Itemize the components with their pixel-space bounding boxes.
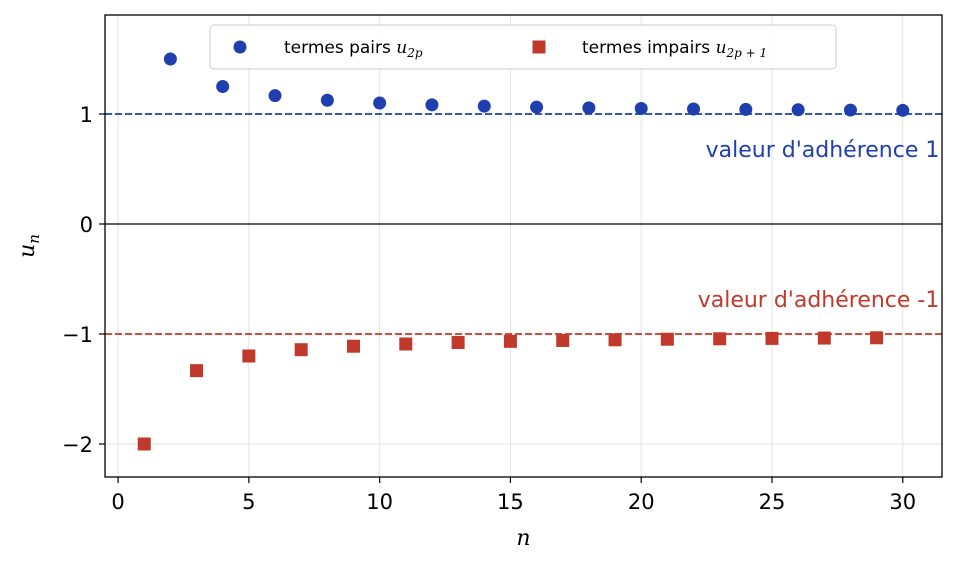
point-even [843,103,857,117]
y-axis-label: un [15,234,43,258]
point-odd [451,335,465,349]
x-ticks: 0 5 10 15 20 25 30 [111,477,916,514]
point-even [268,89,282,103]
point-odd [399,337,413,351]
point-even [425,98,439,112]
point-odd [346,339,360,353]
x-tick-label: 0 [111,490,124,514]
point-even [373,96,387,110]
point-even [530,100,544,114]
plot-frame [104,14,943,478]
legend-label: termes pairs u2p [284,38,423,60]
point-even [216,80,230,93]
point-even [634,102,648,115]
y-tick-label: 1 [80,103,93,127]
point-even [582,101,596,115]
x-tick-label: 20 [628,490,655,514]
legend-marker-odd [532,40,546,54]
x-tick-label: 30 [889,490,916,514]
point-odd [817,331,831,345]
point-odd [137,437,151,451]
annotation: valeur d'adhérence 1 [706,138,940,163]
point-even [791,103,805,117]
y-tick-label: 0 [80,213,93,237]
point-odd [870,331,884,345]
annotations: valeur d'adhérence 1 valeur d'adhérence -… [698,138,940,313]
point-odd [765,331,779,345]
point-even [320,93,334,107]
x-axis-label: n [516,526,530,551]
point-even [739,102,753,116]
y-tick-label: −1 [62,323,93,347]
point-odd [190,364,204,378]
point-even [687,102,701,116]
point-odd [294,343,308,357]
point-odd [242,349,256,363]
legend-box [209,24,837,70]
reference-lines [105,113,942,335]
data-points [137,52,910,451]
point-odd [556,333,570,347]
x-tick-label: 15 [497,490,524,514]
point-even [477,99,491,113]
x-tick-label: 5 [242,490,255,514]
annotation: valeur d'adhérence -1 [698,288,940,313]
y-tick-label: −2 [62,433,93,457]
point-odd [713,332,727,346]
x-tick-label: 10 [366,490,393,514]
point-odd [660,332,674,346]
legend-label: termes impairs u2p + 1 [582,38,767,60]
x-tick-label: 25 [759,490,786,514]
legend-marker-even [233,40,247,54]
point-even [163,52,177,66]
y-ticks: −2 −1 0 1 [62,103,105,457]
point-even [896,103,910,117]
point-odd [503,334,517,348]
legend: termes pairs u2p termes impairs u2p + 1 [209,24,837,70]
point-odd [608,333,622,347]
